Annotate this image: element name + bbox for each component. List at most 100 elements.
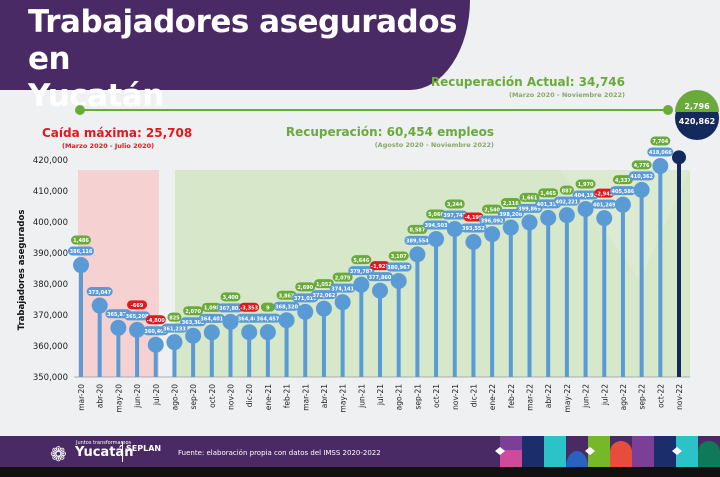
max-drop-period: (Marzo 2020 - Julio 2020) xyxy=(62,142,154,150)
value-label-bg xyxy=(404,235,431,245)
value-label-bg xyxy=(367,272,393,282)
change-label: 3,107 xyxy=(391,254,407,260)
lollipop-point xyxy=(166,334,183,351)
y-tick-label: 350,000 xyxy=(33,373,68,383)
x-tick-label: nov-22 xyxy=(675,384,684,410)
header-banner: Trabajadores asegurados en Yucatán xyxy=(0,0,470,114)
lollipop-point xyxy=(315,300,332,317)
value-label-bg xyxy=(68,246,94,256)
lollipop-point xyxy=(390,273,407,290)
value-label-bg xyxy=(254,313,281,323)
change-label: 9 xyxy=(266,305,270,311)
value-label: 399,869 xyxy=(518,207,541,213)
value-label-bg xyxy=(86,287,113,297)
lollipop-point xyxy=(446,220,463,237)
value-label: 397,747 xyxy=(443,213,466,219)
lollipop-point xyxy=(73,257,89,274)
x-tick-label: jul-22 xyxy=(600,384,609,406)
lollipop-point xyxy=(577,201,594,218)
x-tick-label: ago-20 xyxy=(170,384,179,411)
change-label: 2,540 xyxy=(484,207,500,213)
value-label: 410,362 xyxy=(630,174,653,180)
value-label-bg xyxy=(161,323,188,333)
lollipop-point xyxy=(259,324,276,341)
change-label-bg xyxy=(239,302,260,312)
x-tick-label: feb-22 xyxy=(507,384,516,408)
yucatan-logo-icon: ❁ xyxy=(50,442,67,466)
lollipop-point xyxy=(409,246,426,263)
lollipop-point xyxy=(334,294,351,311)
lollipop-point xyxy=(110,319,127,336)
lollipop-point xyxy=(652,157,669,174)
value-label: 393,552 xyxy=(462,226,485,232)
recovery-label: Recuperación: 60,454 empleos xyxy=(286,125,494,139)
x-tick-label: mar-21 xyxy=(301,384,310,411)
y-tick-label: 400,000 xyxy=(33,218,68,228)
value-label-bg xyxy=(348,266,375,276)
x-tick-label: mar-22 xyxy=(526,384,535,411)
lollipop-point xyxy=(129,321,146,338)
change-label-bg xyxy=(631,160,652,170)
footer: ❁ Juntos transformamos Yucatán SEPLAN Fu… xyxy=(0,436,720,467)
change-label: 5,646 xyxy=(353,258,369,264)
change-label: 3,863 xyxy=(279,293,295,299)
value-label-bg xyxy=(423,220,450,230)
change-label-bg xyxy=(167,312,182,322)
lollipop-point xyxy=(521,214,538,231)
x-tick-label: may-20 xyxy=(114,384,123,413)
x-tick-label: nov-20 xyxy=(227,384,236,410)
value-label: 374,141 xyxy=(331,286,354,292)
change-label: 1,465 xyxy=(540,191,556,197)
lollipop-point xyxy=(596,210,613,227)
value-label-bg xyxy=(198,313,225,323)
change-label: 7,704 xyxy=(652,139,668,145)
value-label: 360,408 xyxy=(144,329,167,335)
x-tick-label: jun-22 xyxy=(582,384,591,409)
logo-tagline: Juntos transformamos xyxy=(76,440,132,446)
change-label-bg xyxy=(220,292,241,302)
title-line-2: Yucatán xyxy=(28,78,164,114)
value-label-bg xyxy=(553,196,580,206)
x-tick-label: nov-21 xyxy=(451,384,460,410)
change-label: -4,800 xyxy=(147,318,165,324)
change-label-bg xyxy=(538,188,559,198)
value-label: 389,554 xyxy=(406,239,429,245)
value-label: 405,586 xyxy=(612,189,635,195)
change-label-bg xyxy=(351,255,372,265)
last-change-bubble xyxy=(675,90,719,112)
value-label-bg xyxy=(572,190,599,200)
y-axis-label: Trabajadores asegurados xyxy=(17,210,27,331)
lollipop-point xyxy=(353,276,370,293)
value-label: 386,116 xyxy=(70,249,93,255)
change-label-bg xyxy=(612,175,633,185)
value-label: 364,457 xyxy=(256,316,279,322)
change-label: 1,970 xyxy=(578,182,594,188)
value-label: 398,208 xyxy=(499,212,522,218)
change-label: 825 xyxy=(169,315,180,321)
value-label-bg xyxy=(628,171,655,181)
lollipop-point xyxy=(203,324,220,341)
bottom-bar xyxy=(0,467,720,477)
value-label-bg xyxy=(310,290,337,300)
lollipop-point xyxy=(278,312,295,329)
lollipop-point xyxy=(185,327,202,344)
change-label-bg xyxy=(500,198,521,208)
x-tick-label: ago-22 xyxy=(619,384,628,411)
max-drop-label: Caída máxima: 25,708 xyxy=(42,126,192,140)
change-label: 5,060 xyxy=(428,212,444,218)
change-label-bg xyxy=(332,272,353,282)
y-tick-label: 420,000 xyxy=(33,156,68,166)
change-label-bg xyxy=(260,302,275,312)
change-label-bg xyxy=(127,300,148,310)
value-label-bg xyxy=(217,303,244,313)
change-label-bg xyxy=(370,261,390,271)
lollipop-point xyxy=(241,324,258,341)
change-label: -669 xyxy=(131,303,144,309)
value-label-bg xyxy=(591,199,618,209)
decorative-pattern xyxy=(495,436,720,467)
change-label: -3,353 xyxy=(240,305,258,311)
lollipop-point xyxy=(428,231,445,248)
value-label: 401,249 xyxy=(593,202,616,208)
change-label-bg xyxy=(519,192,540,202)
change-label: -4,195 xyxy=(464,215,482,221)
